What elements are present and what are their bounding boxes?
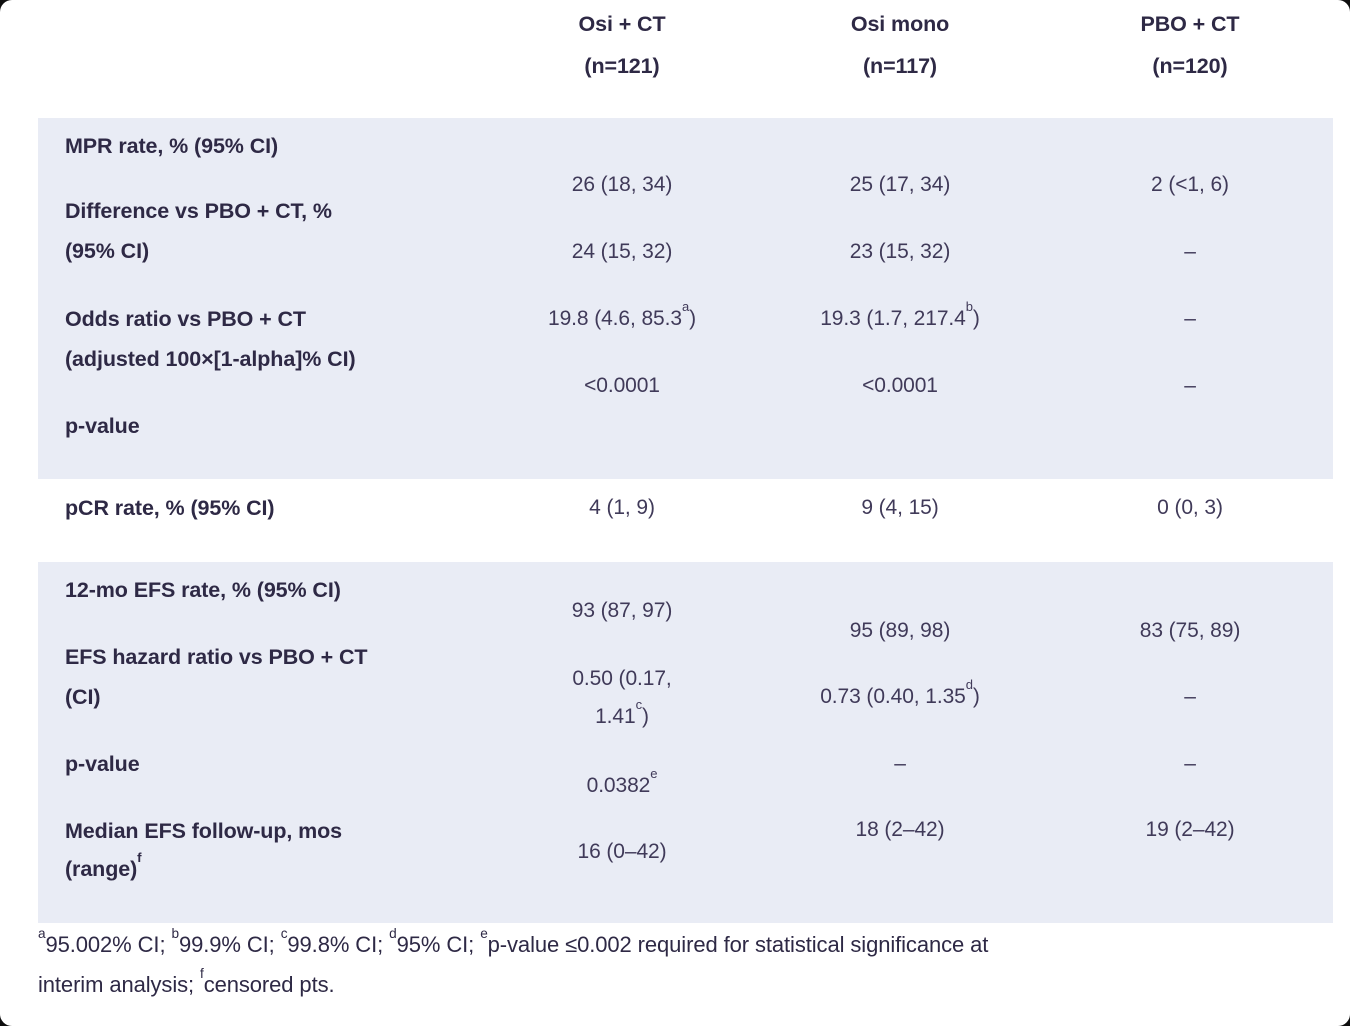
row-label-12mo-efs-rate: 12-mo EFS rate, % (95% CI) (65, 578, 341, 602)
footnote-marker-b: b (965, 299, 973, 315)
row-label-mpr-rate: MPR rate, % (95% CI) (65, 134, 279, 158)
cell-mpr-pbo-ct: 2 (<1, 6) (1151, 173, 1229, 196)
cell-efs-rate-pbo-ct: 83 (75, 89) (1139, 619, 1241, 642)
cell-efs-hr-osi-ct: 0.50 (0.17, 1.41c) (572, 667, 672, 728)
cell-efs-hr-pbo-ct: – (1184, 685, 1196, 708)
cell-mpr-osi-mono: 25 (17, 34) (849, 173, 951, 196)
cell-odds-ratio-osi-ct: 19.8 (4.6, 85.3a) (548, 299, 696, 330)
cell-efs-rate-osi-ct: 93 (87, 97) (571, 599, 673, 622)
cell-difference-osi-mono: 23 (15, 32) (849, 240, 951, 263)
cell-efs-hr-osi-mono: 0.73 (0.40, 1.35d) (820, 677, 980, 708)
footnote-marker-c: c (280, 925, 288, 941)
footnote-marker-e: e (480, 925, 488, 941)
row-label-pvalue-mpr: p-value (65, 414, 140, 438)
column-header-pbo-ct: PBO + CT (n=120) (1050, 3, 1330, 87)
footnote-marker-d: d (965, 677, 973, 693)
column-header-n: (n=120) (1152, 54, 1228, 78)
column-header-name: Osi + CT (578, 12, 666, 36)
cell-pvalue-efs-osi-ct: 0.0382e (586, 766, 658, 797)
section-band-mpr (38, 118, 1333, 479)
cell-pcr-osi-mono: 9 (4, 15) (861, 496, 939, 519)
cell-median-followup-osi-ct: 16 (0–42) (577, 840, 667, 863)
cell-odds-ratio-osi-mono: 19.3 (1.7, 217.4b) (820, 299, 980, 330)
cell-pvalue-mpr-osi-mono: <0.0001 (862, 374, 938, 397)
cell-pvalue-efs-pbo-ct: – (1184, 752, 1196, 775)
column-header-name: Osi mono (850, 12, 950, 36)
footnote-marker-f: f (137, 849, 142, 865)
cell-median-followup-pbo-ct: 19 (2–42) (1145, 818, 1235, 841)
cell-pvalue-mpr-pbo-ct: – (1184, 374, 1196, 397)
row-label-odds-ratio: Odds ratio vs PBO + CT (adjusted 100×[1-… (65, 307, 356, 371)
row-label-difference: Difference vs PBO + CT, % (95% CI) (65, 199, 332, 263)
cell-pcr-osi-ct: 4 (1, 9) (589, 496, 655, 519)
section-band-efs (38, 562, 1333, 923)
row-label-median-efs-followup: Median EFS follow-up, mos (range)f (65, 819, 343, 881)
row-label-pvalue-efs: p-value (65, 752, 140, 776)
row-label-efs-hazard-ratio: EFS hazard ratio vs PBO + CT (CI) (65, 645, 368, 709)
column-header-osi-ct: Osi + CT (n=121) (482, 3, 762, 87)
footnote-marker-b: b (171, 925, 179, 941)
column-header-name: PBO + CT (1140, 12, 1240, 36)
footnotes: a95.002% CI; b99.9% CI; c99.8% CI; d95% … (38, 925, 989, 997)
cell-pcr-pbo-ct: 0 (0, 3) (1157, 496, 1223, 519)
row-label-pcr-rate: pCR rate, % (95% CI) (65, 496, 275, 520)
footnote-marker-a: a (38, 925, 46, 941)
cell-pvalue-mpr-osi-ct: <0.0001 (584, 374, 660, 397)
cell-odds-ratio-pbo-ct: – (1184, 307, 1196, 330)
footnote-marker-f: f (200, 965, 204, 981)
cell-mpr-osi-ct: 26 (18, 34) (571, 173, 673, 196)
cell-difference-pbo-ct: – (1184, 240, 1196, 263)
cell-efs-rate-osi-mono: 95 (89, 98) (849, 619, 951, 642)
column-header-n: (n=117) (863, 54, 937, 78)
footnote-marker-d: d (389, 925, 397, 941)
column-header-osi-mono: Osi mono (n=117) (760, 3, 1040, 87)
cell-pvalue-efs-osi-mono: – (894, 752, 906, 775)
footnote-marker-e: e (650, 766, 658, 782)
column-header-n: (n=121) (584, 54, 660, 78)
cell-median-followup-osi-mono: 18 (2–42) (855, 818, 945, 841)
footnote-marker-a: a (681, 299, 690, 315)
cell-difference-osi-ct: 24 (15, 32) (571, 240, 673, 263)
footnote-marker-c: c (635, 697, 643, 713)
